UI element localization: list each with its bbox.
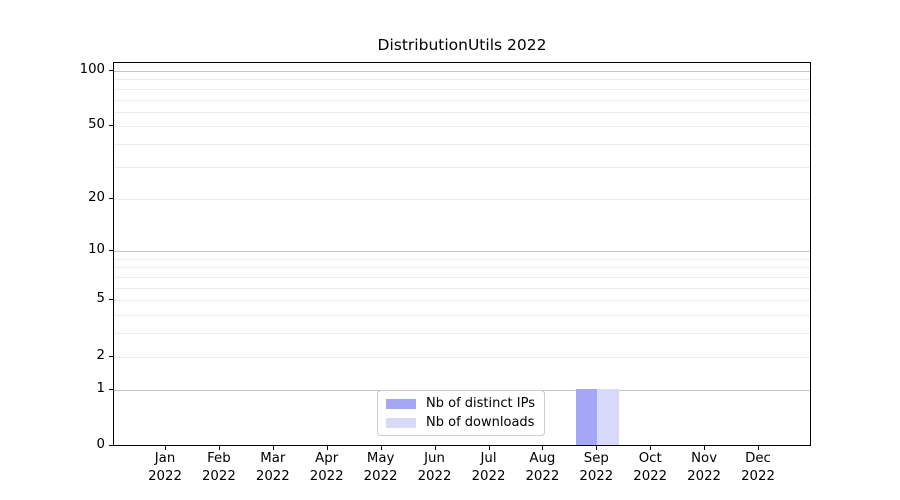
x-tick-mark [165,446,166,450]
y-gridline-minor [114,144,810,146]
y-gridline-minor [114,287,810,289]
y-tick-label: 20 [88,189,105,205]
x-tick-label: Feb 2022 [201,451,236,484]
x-tick-mark [542,446,544,450]
y-gridline-minor [114,126,810,128]
legend-item-downloads: Nb of downloads [386,415,535,430]
x-tick-mark [218,446,220,450]
x-tick-mark [704,446,706,450]
x-tick-label: Dec 2022 [741,451,775,484]
legend-label-downloads: Nb of downloads [426,415,535,430]
y-tick-label: 2 [96,347,105,363]
y-gridline-minor [114,258,810,260]
x-tick-label: Nov 2022 [687,451,722,484]
y-tick-mark [109,445,113,446]
y-tick-mark [109,299,113,301]
y-gridline-minor [114,333,810,335]
y-tick-mark [109,388,113,390]
x-tick-mark [650,446,652,450]
y-gridline-minor [114,300,810,302]
y-gridline-minor [114,79,810,81]
legend-swatch-distinct-ips [386,398,417,409]
y-gridline-major [114,70,810,72]
y-tick-mark [109,250,113,252]
chart-title: DistributionUtils 2022 [377,36,547,54]
legend: Nb of distinct IPs Nb of downloads [377,390,545,436]
y-gridline-minor [114,277,810,278]
plot-area [113,62,811,446]
x-tick-mark [380,446,382,450]
y-gridline-minor [114,356,810,358]
y-tick-label: 5 [96,291,105,307]
x-tick-label: Jul 2022 [471,451,506,484]
bar-distinct-ips [575,388,598,445]
x-tick-mark [596,446,598,450]
y-tick-mark [109,197,113,199]
x-tick-label: Jun 2022 [417,451,452,484]
y-tick-mark [109,355,113,357]
y-tick-mark [109,125,113,127]
legend-label-distinct-ips: Nb of distinct IPs [426,396,535,411]
y-gridline-minor [114,267,810,269]
y-gridline-major [114,251,810,253]
x-tick-mark [326,446,328,450]
bar-downloads [597,388,619,445]
x-tick-label: Apr 2022 [309,451,344,484]
x-tick-mark [434,446,436,450]
x-tick-label: Aug 2022 [525,451,560,484]
y-tick-label: 50 [88,117,105,133]
x-tick-label: Jan 2022 [148,451,182,484]
y-tick-label: 100 [79,61,105,77]
x-tick-label: Sep 2022 [579,451,614,484]
y-gridline-minor [114,88,810,90]
y-tick-label: 1 [96,380,105,396]
x-tick-mark [758,446,759,450]
x-tick-label: Mar 2022 [255,451,290,484]
y-gridline-minor [114,198,810,200]
y-gridline-minor [114,111,810,113]
y-tick-mark [109,69,113,71]
x-tick-mark [488,446,490,450]
y-tick-label: 0 [96,437,105,452]
y-gridline-minor [114,315,810,317]
x-tick-mark [272,446,274,450]
y-gridline-minor [114,166,810,168]
legend-swatch-downloads [386,417,417,428]
x-tick-label: May 2022 [363,451,398,484]
y-tick-label: 10 [88,242,105,258]
legend-item-distinct-ips: Nb of distinct IPs [386,396,535,411]
x-tick-label: Oct 2022 [633,451,668,484]
y-gridline-minor [114,99,810,101]
